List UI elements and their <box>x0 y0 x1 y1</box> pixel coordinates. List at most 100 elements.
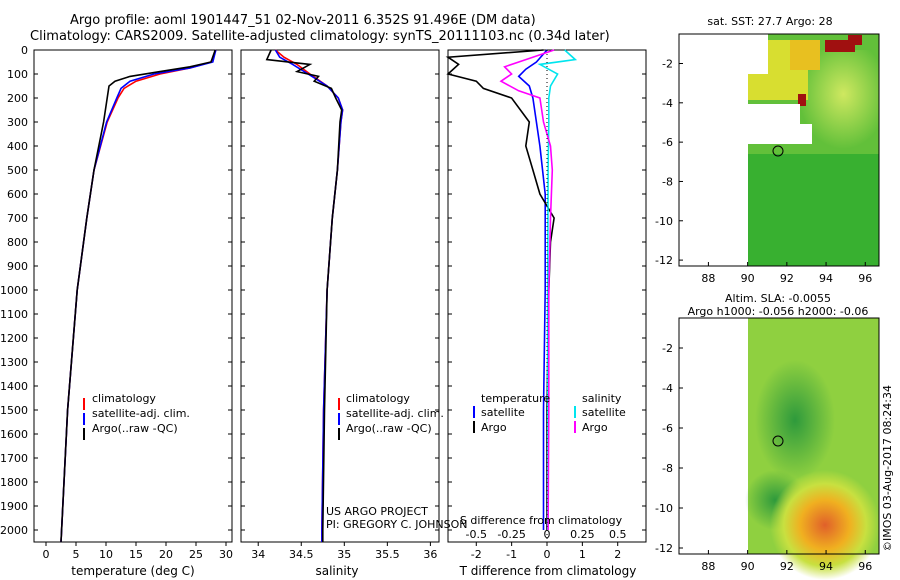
depth-tick-label: 1100 <box>0 308 28 321</box>
s-diff-label: S difference from climatology <box>460 514 623 527</box>
x-tick-label: -2 <box>471 548 482 561</box>
x-tick-label: 15 <box>129 548 143 561</box>
x-tick-label: 35.5 <box>375 548 400 561</box>
salinity-legend: climatology satellite-adj. clim. Argo(..… <box>338 392 444 440</box>
x-tick-label: 35 <box>337 548 351 561</box>
legend-label: Argo <box>582 421 608 434</box>
sst-hot-spot <box>798 94 806 106</box>
legend-sal-title: salinity <box>582 392 622 405</box>
x-tick-label: 30 <box>219 548 233 561</box>
sla-map-ticks: 88 90 92 94 96 -2 -4 -6 -8 -10 -12 <box>655 342 872 573</box>
depth-tick-label: 1300 <box>0 356 28 369</box>
s-tick-label: -0.5 <box>466 528 487 541</box>
imos-stamp-text: ©IMOS 03-Aug-2017 08:24:34 <box>881 385 894 550</box>
x-tick-label: 5 <box>73 548 80 561</box>
depth-tick-label: 800 <box>7 236 28 249</box>
legend-label: Argo <box>481 421 507 434</box>
depth-tick-label: 500 <box>7 164 28 177</box>
depth-tick-label: 0 <box>21 44 28 57</box>
header-line-2: Climatology: CARS2009. Satellite-adjuste… <box>30 29 610 44</box>
temperature-panel: 0 5 10 15 20 25 30 temperature (deg C) climato… <box>33 49 233 578</box>
map-y-tick-label: -4 <box>662 97 673 110</box>
series-line-climatology <box>60 49 217 543</box>
map-y-tick-label: -4 <box>662 382 673 395</box>
map-x-tick-label: 96 <box>858 272 872 285</box>
sla-map: Altim. SLA: -0.0055 Argo h1000: -0.056 h… <box>655 292 880 580</box>
depth-tick-label: 1000 <box>0 284 28 297</box>
map-x-tick-label: 92 <box>780 560 794 573</box>
map-y-tick-label: -8 <box>662 462 673 475</box>
map-x-tick-label: 92 <box>780 272 794 285</box>
map-x-tick-label: 94 <box>819 272 833 285</box>
depth-tick-label: 1900 <box>0 500 28 513</box>
s-tick-label: -0.25 <box>497 528 525 541</box>
map-y-tick-label: -2 <box>662 57 673 70</box>
temperature-ticks: 0 5 10 15 20 25 30 <box>43 542 233 561</box>
sla-map-title-2: Argo h1000: -0.056 h2000: -0.06 <box>688 305 869 318</box>
legend-label: climatology <box>346 392 410 405</box>
series-line-argo-raw-qc- <box>265 49 343 542</box>
credit-project: US ARGO PROJECT <box>326 505 428 518</box>
series-line-salinity-argo <box>499 49 555 531</box>
sst-map-ticks: 88 90 92 94 96 -2 -4 -6 -8 -10 -12 <box>655 57 872 285</box>
salinity-panel: 34 34.5 35 35.5 36 salinity climatology sate… <box>240 49 467 578</box>
sst-hot-spot <box>825 40 855 52</box>
series-line-argo-raw-qc- <box>60 49 216 543</box>
sst-map: sat. SST: 27.7 Argo: 28 <box>655 15 880 285</box>
depth-tick-label: 1600 <box>0 428 28 441</box>
legend-label: satellite <box>481 406 525 419</box>
sla-high-patch <box>770 470 880 580</box>
x-tick-label: 10 <box>99 548 113 561</box>
series-line-salinity-satellite <box>537 49 578 530</box>
map-x-tick-label: 94 <box>819 560 833 573</box>
series-line-satellite-adj-clim- <box>274 49 344 542</box>
credit-pi: PI: GREGORY C. JOHNSON <box>326 518 467 531</box>
salinity-frame <box>240 49 440 543</box>
depth-tick-label: 200 <box>7 92 28 105</box>
x-tick-label: 2 <box>614 548 621 561</box>
legend-temp-title: temperature <box>481 392 550 405</box>
map-x-tick-label: 96 <box>858 560 872 573</box>
temperature-xlabel: temperature (deg C) <box>71 564 194 578</box>
salinity-xlabel: salinity <box>315 564 358 578</box>
legend-label: satellite-adj. clim. <box>346 407 444 420</box>
x-tick-label: 25 <box>189 548 203 561</box>
depth-tick-label: 1700 <box>0 452 28 465</box>
difference-legend: temperature salinity satellite Argo sate… <box>473 392 626 434</box>
argo-location-marker <box>772 435 784 447</box>
temperature-lines <box>60 49 217 543</box>
map-y-tick-label: -10 <box>655 215 673 228</box>
difference-lines <box>445 49 578 542</box>
map-y-tick-label: -6 <box>662 136 673 149</box>
argo-location-marker <box>772 145 784 157</box>
map-y-tick-label: -12 <box>655 542 673 555</box>
depth-tick-label: 100 <box>7 68 28 81</box>
sla-map-frame <box>678 317 880 555</box>
legend-label: Argo(..raw -QC) <box>92 422 178 435</box>
map-x-tick-label: 90 <box>741 560 755 573</box>
x-tick-label: 0 <box>544 548 551 561</box>
map-x-tick-label: 90 <box>741 272 755 285</box>
sla-map-title-1: Altim. SLA: -0.0055 <box>725 292 831 305</box>
sla-low-patch <box>755 360 835 480</box>
sst-hot-spot <box>848 35 862 45</box>
series-line-satellite-adj-clim- <box>60 49 217 543</box>
imos-stamp: ©IMOS 03-Aug-2017 08:24:34 <box>881 385 894 550</box>
series-line-climatology <box>274 49 344 542</box>
sst-map-frame <box>678 33 880 267</box>
legend-label: climatology <box>92 392 156 405</box>
x-tick-label: 36 <box>423 548 437 561</box>
depth-tick-label: 1800 <box>0 476 28 489</box>
x-tick-label: 34 <box>251 548 265 561</box>
depth-tick-label: 300 <box>7 116 28 129</box>
salinity-lines <box>265 49 344 542</box>
header-line-1: Argo profile: aoml 1901447_51 02-Nov-201… <box>70 13 536 28</box>
series-line-temperature-satellite <box>517 49 548 530</box>
depth-tick-label: 400 <box>7 140 28 153</box>
depth-tick-label: 1200 <box>0 332 28 345</box>
s-tick-label: 0.5 <box>609 528 627 541</box>
temperature-frame <box>33 49 233 543</box>
